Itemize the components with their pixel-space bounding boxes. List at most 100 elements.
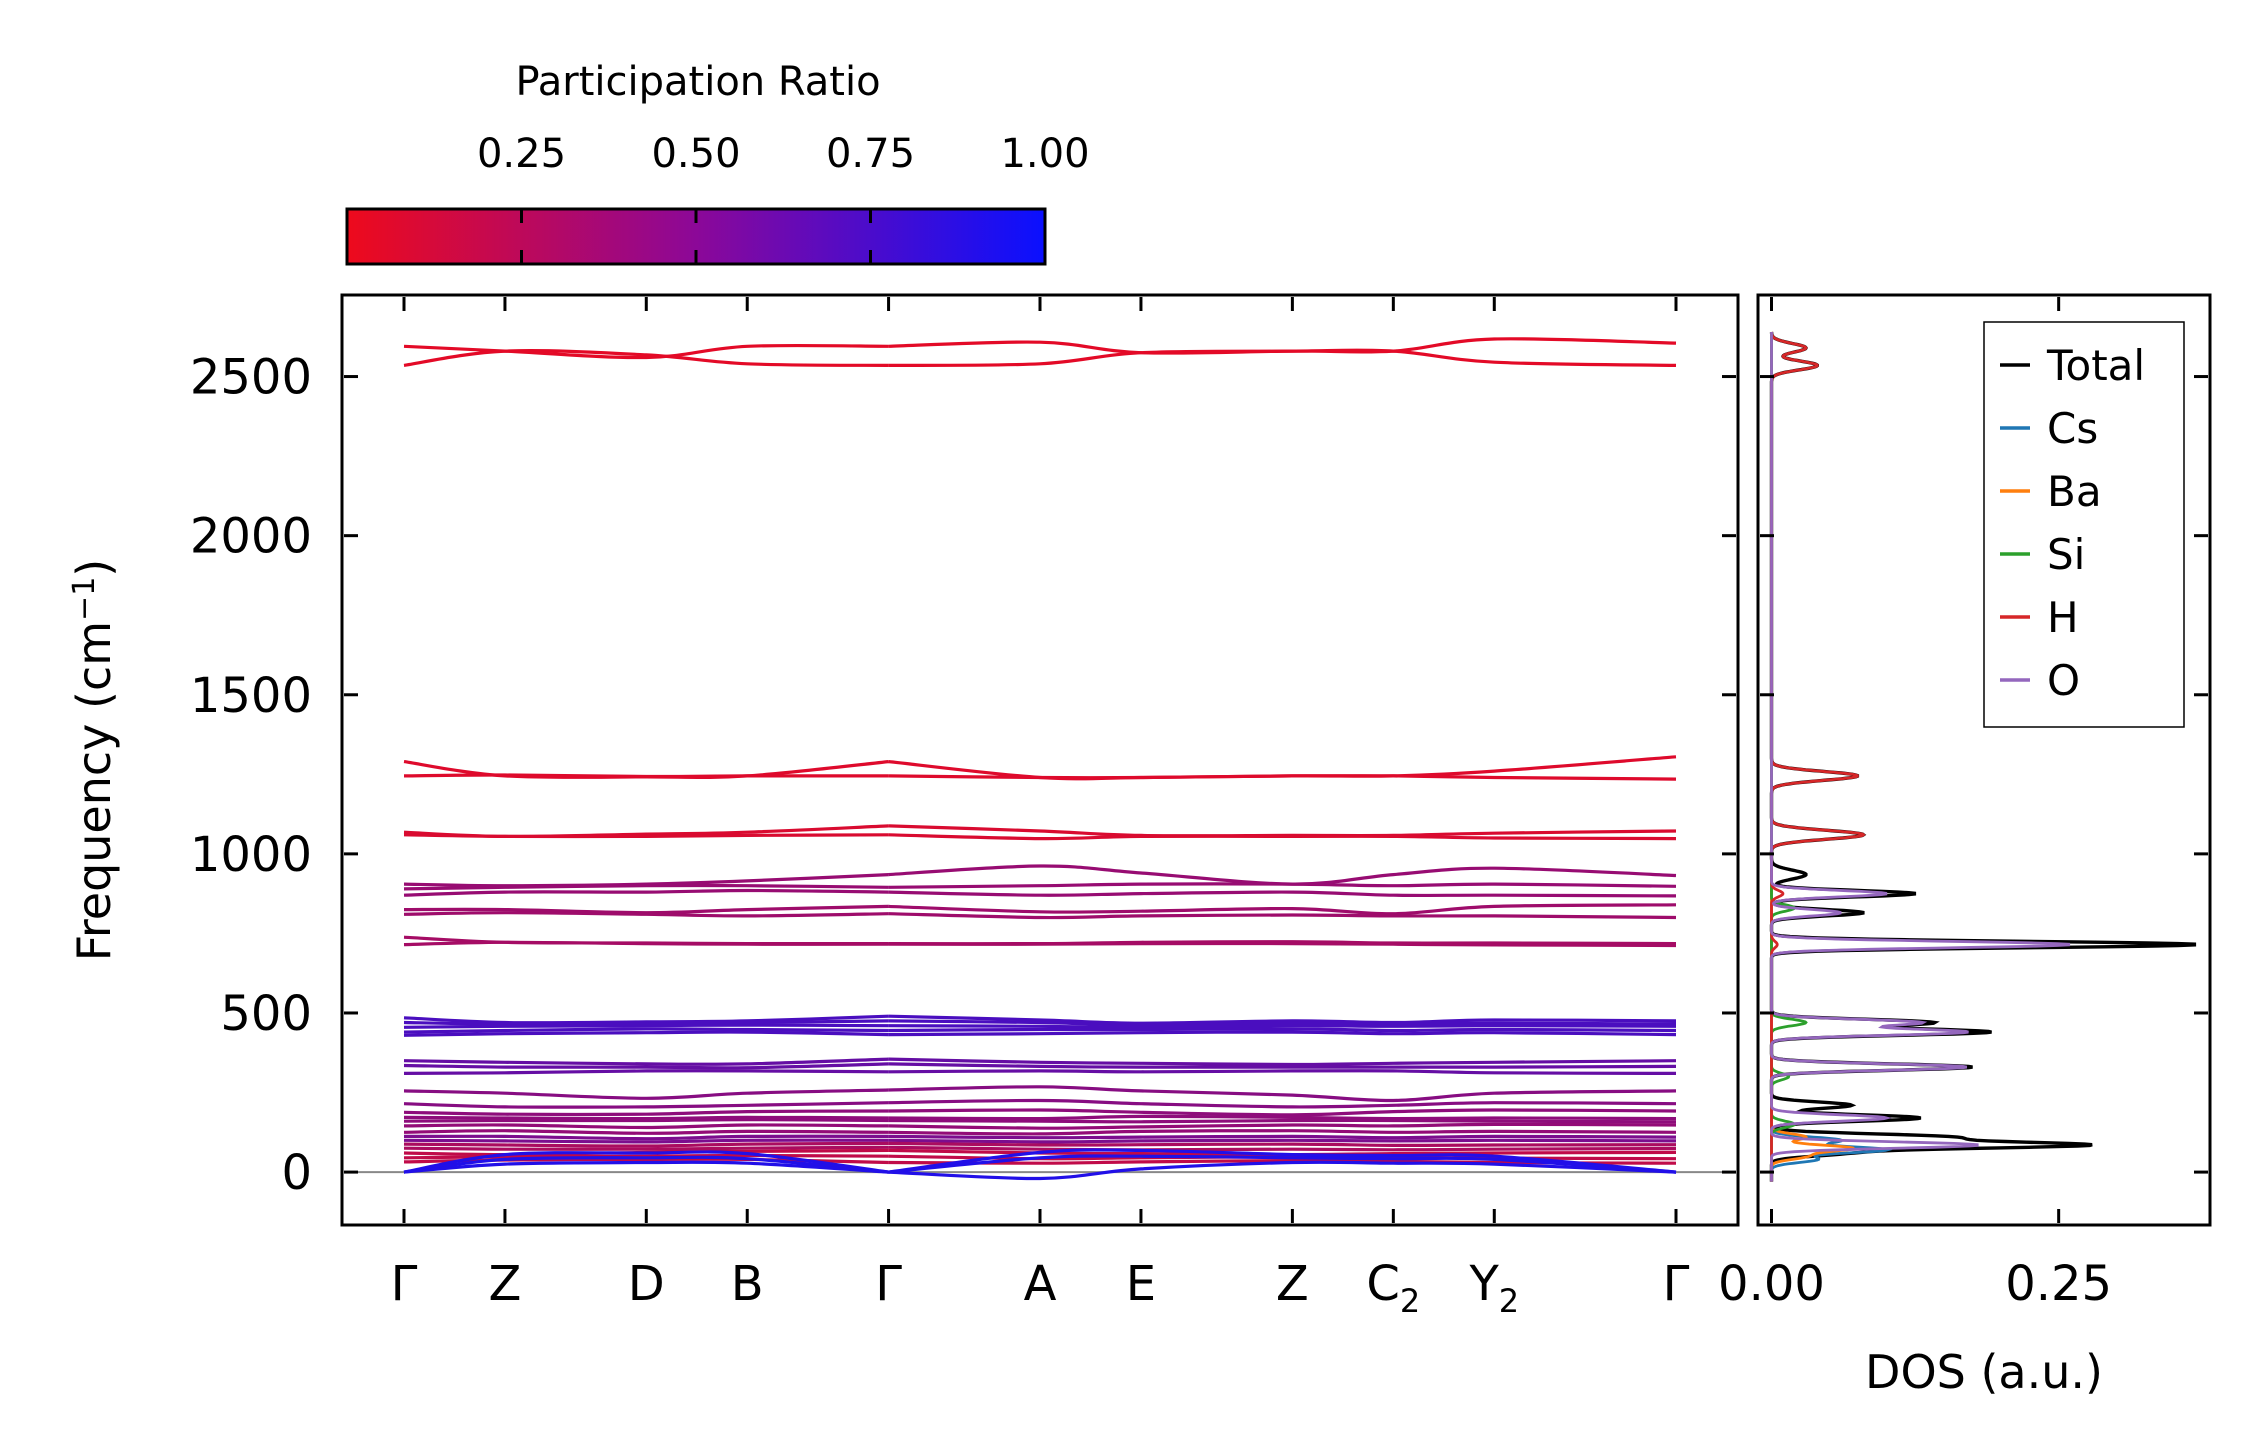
y-tick-label: 2500	[190, 350, 312, 406]
colorbar-tick-label: 0.50	[651, 131, 740, 177]
band-line	[403, 1115, 889, 1121]
band-line	[403, 1118, 889, 1123]
band-line	[888, 1024, 1677, 1029]
y-axis-label: Frequency (cm−1)	[67, 559, 121, 962]
band-line	[403, 1138, 889, 1144]
band-line	[888, 1148, 1677, 1174]
band-line	[403, 773, 889, 779]
legend-label: Total	[2046, 341, 2145, 390]
band-line	[403, 1160, 889, 1174]
band-line	[888, 1019, 1677, 1027]
x-tick-label: 0.25	[2005, 1256, 2112, 1312]
y-tick-label: 2000	[190, 509, 312, 565]
band-line	[403, 1134, 889, 1141]
band-line	[403, 1150, 889, 1174]
dos-line-o	[1770, 332, 2071, 1182]
colorbar-title: Participation Ratio	[515, 59, 880, 105]
high-symmetry-label: A	[1024, 1256, 1057, 1312]
band-line	[403, 873, 889, 888]
band-line	[888, 1158, 1677, 1165]
band-line	[888, 1141, 1677, 1148]
high-symmetry-label: Z	[1276, 1256, 1309, 1312]
band-line	[888, 824, 1677, 838]
band-line	[403, 1129, 889, 1135]
dos-line-ba	[1770, 332, 1857, 1182]
band-line	[888, 1098, 1677, 1109]
colorbar-tick-label: 0.75	[826, 131, 915, 177]
y-tick-label: 1000	[190, 827, 312, 883]
x-tick-label: 0.00	[1718, 1256, 1825, 1312]
band-line	[888, 864, 1677, 886]
band-line	[403, 1109, 889, 1117]
band-line	[403, 911, 889, 918]
band-line	[403, 1088, 889, 1100]
band-line	[888, 1062, 1677, 1069]
band-structure-plot: 0 500 1000 1500 2000 2500 Γ Z D B Γ A E Z C2 Y2 Γ Frequ…	[67, 293, 1740, 1320]
legend-label: Si	[2047, 530, 2085, 579]
band-line	[888, 774, 1677, 781]
band-line	[888, 890, 1677, 898]
band-line	[888, 1138, 1677, 1144]
band-line	[403, 1023, 889, 1029]
high-symmetry-label: Z	[489, 1256, 522, 1312]
band-line	[403, 1155, 889, 1174]
high-symmetry-label: Γ	[1663, 1256, 1690, 1312]
band-line	[888, 1114, 1677, 1121]
legend: Total Cs Ba Si HO	[1983, 321, 2185, 728]
band-line	[403, 1153, 889, 1160]
band-line	[888, 833, 1677, 841]
band-line	[403, 833, 889, 839]
band-line	[888, 1154, 1677, 1174]
band-line	[403, 940, 889, 947]
band-line	[888, 912, 1677, 920]
band-line	[888, 1027, 1677, 1033]
band-line	[403, 1145, 889, 1151]
band-line	[403, 1057, 889, 1066]
band-line	[888, 1108, 1677, 1117]
y-tick-label: 1500	[190, 668, 312, 724]
band-line	[888, 348, 1677, 367]
band-axes-frame	[340, 293, 1740, 1227]
dos-line-si	[1770, 332, 1808, 1182]
dos-plot: 0.00 0.25 DOS (a.u.) Total Cs Ba Si HO	[1718, 293, 2212, 1399]
high-symmetry-label: C2	[1366, 1256, 1420, 1320]
band-line	[888, 1122, 1677, 1130]
band-line	[888, 1134, 1677, 1140]
band-line	[888, 1118, 1677, 1124]
legend-frame	[1983, 321, 2185, 728]
band-line	[888, 1145, 1677, 1152]
high-symmetry-label: Γ	[391, 1256, 418, 1312]
legend-label: H	[2047, 593, 2079, 642]
band-line	[888, 903, 1677, 916]
band-line	[888, 1160, 1677, 1181]
band-line	[888, 882, 1677, 889]
band-line	[403, 343, 889, 360]
band-line	[888, 1085, 1677, 1103]
band-line	[403, 1141, 889, 1148]
high-symmetry-label: E	[1126, 1256, 1156, 1312]
high-symmetry-label: Y2	[1468, 1256, 1519, 1320]
band-line	[403, 883, 889, 891]
band-line	[403, 1062, 889, 1070]
y-tick-label: 0	[281, 1145, 312, 1201]
band-line	[888, 1030, 1677, 1037]
band-line	[403, 349, 889, 367]
band-line	[888, 1057, 1677, 1067]
high-symmetry-label: Γ	[875, 1256, 902, 1312]
high-symmetry-label: D	[628, 1256, 665, 1312]
high-symmetry-label: B	[731, 1256, 764, 1312]
band-line	[403, 1069, 889, 1075]
band-line	[888, 941, 1677, 948]
colorbar-tick-label: 0.25	[477, 131, 566, 177]
dos-line-h	[1770, 331, 1866, 1182]
band-line	[403, 1027, 889, 1034]
legend-label: O	[2047, 656, 2080, 705]
band-line	[403, 1030, 889, 1037]
dos-x-axis-label: DOS (a.u.)	[1865, 1345, 2103, 1399]
colorbar: Participation Ratio 0.25 0.50 0.75 1.00	[345, 59, 1090, 266]
band-line	[403, 1019, 889, 1026]
band-line	[403, 888, 889, 897]
legend-label: Cs	[2047, 404, 2098, 453]
y-tick-label: 500	[220, 986, 312, 1042]
